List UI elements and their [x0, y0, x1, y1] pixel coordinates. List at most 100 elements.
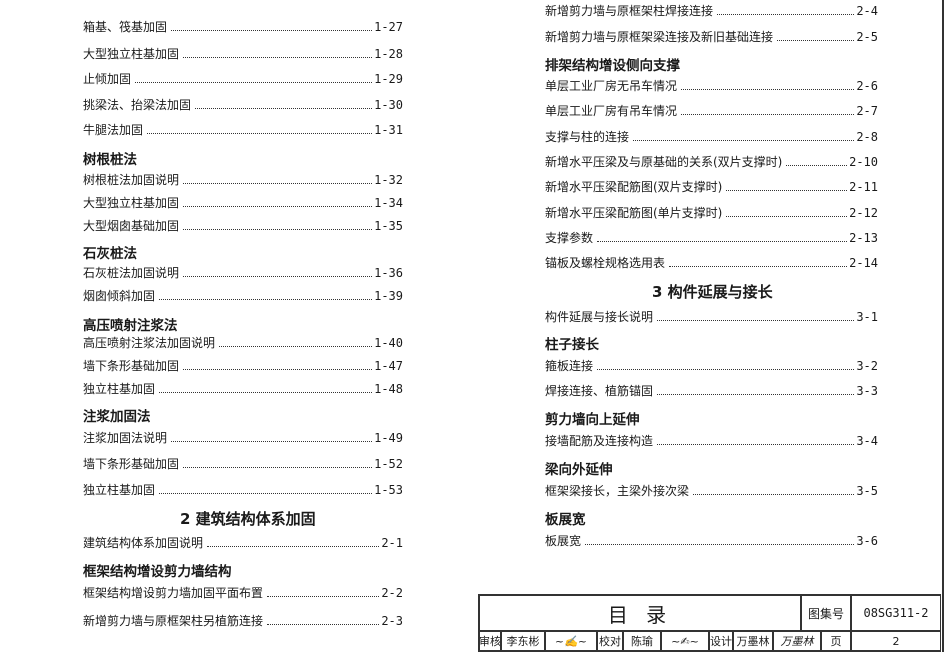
page-label: 页	[821, 631, 851, 651]
entry-title: 箱基、筏基加固	[83, 20, 168, 34]
leader-dots	[633, 140, 855, 141]
leader-dots	[195, 108, 373, 109]
toc-entry: 独立柱基加固 1-48	[83, 381, 403, 397]
leader-dots	[717, 14, 855, 15]
toc-entry: 新增水平压梁配筋图(单片支撑时) 2-12	[545, 205, 878, 221]
leader-dots	[681, 114, 855, 115]
toc-entry: 大型烟囱基础加固 1-35	[83, 218, 403, 234]
leader-dots	[147, 133, 373, 134]
entry-page: 3-3	[856, 384, 878, 398]
entry-page: 1-34	[374, 196, 403, 210]
toc-entry: 注浆加固法说明 1-49	[83, 430, 403, 446]
leader-dots	[183, 369, 373, 370]
entry-title: 独立柱基加固	[83, 483, 156, 497]
leader-dots	[585, 544, 855, 545]
subsection-heading: 石灰桩法	[83, 246, 137, 262]
entry-page: 2-14	[849, 256, 878, 270]
entry-title: 框架结构增设剪力墙加固平面布置	[83, 586, 264, 600]
leader-dots	[159, 299, 373, 300]
entry-title: 高压喷射注浆法加固说明	[83, 336, 216, 350]
page-number: 2	[851, 631, 941, 651]
toc-entry: 烟囱倾斜加固 1-39	[83, 288, 403, 304]
reviewer-name: 李东彬	[501, 631, 545, 651]
entry-page: 1-53	[374, 483, 403, 497]
entry-title: 烟囱倾斜加固	[83, 289, 156, 303]
toc-entry: 高压喷射注浆法加固说明 1-40	[83, 335, 403, 351]
entry-title: 墙下条形基础加固	[83, 359, 180, 373]
title: 目 录	[479, 595, 801, 631]
entry-page: 2-2	[381, 586, 403, 600]
entry-title: 建筑结构体系加固说明	[83, 536, 204, 550]
entry-page: 1-28	[374, 47, 403, 61]
entry-title: 大型烟囱基础加固	[83, 219, 180, 233]
entry-title: 注浆加固法说明	[83, 431, 168, 445]
title-block: 目 录 图集号 08SG311-2 审核 李东彬 ~✍~ 校对 陈瑜 ~✍~ 设…	[478, 594, 941, 652]
leader-dots	[183, 183, 373, 184]
toc-entry: 框架结构增设剪力墙加固平面布置 2-2	[83, 585, 403, 601]
toc-entry: 石灰桩法加固说明 1-36	[83, 265, 403, 281]
subsection-heading: 注浆加固法	[83, 409, 151, 425]
entry-title: 新增水平压梁配筋图(单片支撑时)	[545, 206, 723, 220]
entry-page: 1-30	[374, 98, 403, 112]
subsection-heading: 高压喷射注浆法	[83, 318, 178, 334]
designer-name: 万墨林	[733, 631, 773, 651]
leader-dots	[159, 392, 373, 393]
entry-title: 支撑参数	[545, 231, 594, 245]
toc-entry: 墙下条形基础加固 1-47	[83, 358, 403, 374]
toc-entry: 独立柱基加固 1-53	[83, 482, 403, 498]
leader-dots	[681, 89, 855, 90]
leader-dots	[777, 40, 855, 41]
leader-dots	[657, 444, 855, 445]
entry-page: 2-3	[381, 614, 403, 628]
entry-title: 新增水平压梁配筋图(双片支撑时)	[545, 180, 723, 194]
leader-dots	[726, 190, 848, 191]
entry-page: 2-1	[381, 536, 403, 550]
entry-title: 牛腿法加固	[83, 123, 144, 137]
leader-dots	[183, 206, 373, 207]
subsection-heading: 板展宽	[545, 512, 586, 528]
entry-title: 止倾加固	[83, 72, 132, 86]
checker-signature: ~✍~	[661, 631, 709, 651]
entry-page: 3-5	[856, 484, 878, 498]
toc-entry: 支撑与柱的连接 2-8	[545, 129, 878, 145]
entry-title: 新增水平压梁及与原基础的关系(双片支撑时)	[545, 155, 783, 169]
subsection-heading: 框架结构增设剪力墙结构	[83, 564, 232, 580]
entry-page: 1-32	[374, 173, 403, 187]
leader-dots	[159, 493, 373, 494]
toc-entry: 挑梁法、抬梁法加固 1-30	[83, 97, 403, 113]
toc-entry: 接墙配筋及连接构造 3-4	[545, 433, 878, 449]
subsection-heading: 树根桩法	[83, 152, 137, 168]
leader-dots	[135, 82, 373, 83]
leader-dots	[597, 241, 848, 242]
entry-page: 2-4	[856, 4, 878, 18]
toc-entry: 焊接连接、植筋锚固 3-3	[545, 383, 878, 399]
entry-title: 石灰桩法加固说明	[83, 266, 180, 280]
atlas-label: 图集号	[801, 595, 851, 631]
entry-page: 2-8	[856, 130, 878, 144]
entry-title: 锚板及螺栓规格选用表	[545, 256, 666, 270]
entry-page: 1-52	[374, 457, 403, 471]
leader-dots	[726, 216, 848, 217]
leader-dots	[597, 369, 855, 370]
entry-title: 板展宽	[545, 534, 582, 548]
toc-entry: 新增水平压梁配筋图(双片支撑时) 2-11	[545, 179, 878, 195]
subsection-heading: 排架结构增设侧向支撑	[545, 58, 680, 74]
entry-page: 2-7	[856, 104, 878, 118]
toc-entry: 新增剪力墙与原框架柱焊接连接 2-4	[545, 3, 878, 19]
entry-title: 新增剪力墙与原框架柱另植筋连接	[83, 614, 264, 628]
toc-entry: 新增剪力墙与原框架梁连接及新旧基础连接 2-5	[545, 29, 878, 45]
toc-entry: 支撑参数 2-13	[545, 230, 878, 246]
entry-page: 2-5	[856, 30, 878, 44]
entry-page: 1-47	[374, 359, 403, 373]
entry-page: 2-6	[856, 79, 878, 93]
leader-dots	[657, 394, 855, 395]
entry-page: 3-1	[856, 310, 878, 324]
toc-entry: 箱基、筏基加固 1-27	[83, 19, 403, 35]
entry-title: 焊接连接、植筋锚固	[545, 384, 654, 398]
leader-dots	[267, 624, 380, 625]
section-title: 3 构件延展与接长	[652, 283, 773, 301]
leader-dots	[219, 346, 373, 347]
toc-entry: 单层工业厂房有吊车情况 2-7	[545, 103, 878, 119]
entry-title: 新增剪力墙与原框架梁连接及新旧基础连接	[545, 30, 774, 44]
entry-page: 1-35	[374, 219, 403, 233]
